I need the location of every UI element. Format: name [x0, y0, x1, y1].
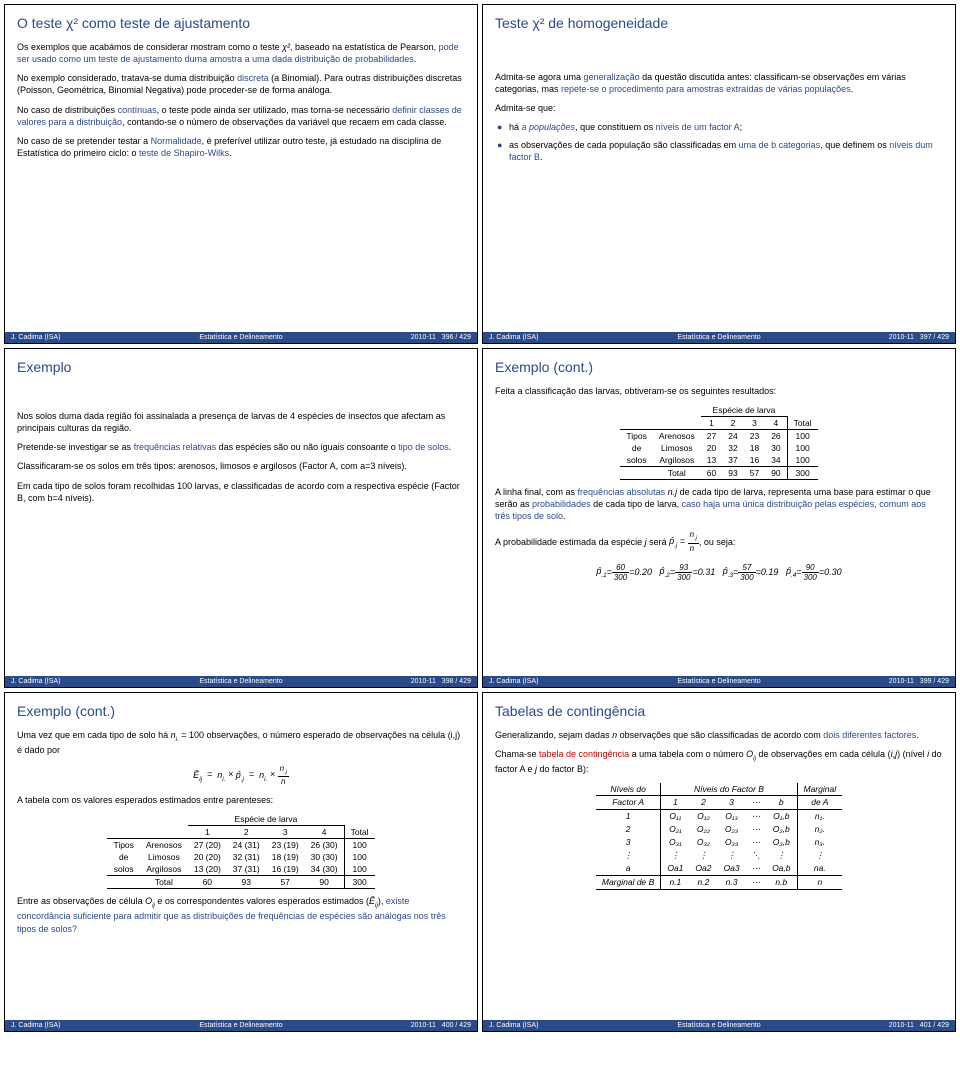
bullet-list: há a populações, que constituem os nívei…	[495, 121, 943, 162]
slide-401: Tabelas de contingência Generalizando, s…	[482, 692, 956, 1032]
data-table: Espécie de larva 1234Total TiposArenosos…	[620, 404, 817, 480]
title: O teste χ² como teste de ajustamento	[17, 15, 465, 31]
title: Exemplo (cont.)	[17, 703, 465, 719]
para: Pretende-se investigar se as frequências…	[17, 441, 465, 453]
title: Exemplo (cont.)	[495, 359, 943, 375]
equation: Êij = ni. × p̂.j = ni. × n.jn	[17, 764, 465, 786]
para: A probabilidade estimada da espécie j se…	[495, 530, 943, 555]
para: Admita-se agora uma generalização da que…	[495, 71, 943, 95]
para: Admita-se que:	[495, 102, 943, 114]
footer: J. Cadima (ISA) Estatística e Delineamen…	[5, 676, 477, 687]
slide-396: O teste χ² como teste de ajustamento Os …	[4, 4, 478, 344]
para: Em cada tipo de solos foram recolhidas 1…	[17, 480, 465, 504]
para: Uma vez que em cada tipo de solo há ni. …	[17, 729, 465, 756]
para: No exemplo considerado, tratava-se duma …	[17, 72, 465, 96]
para: Classificaram-se os solos em três tipos:…	[17, 460, 465, 472]
para: Nos solos duma dada região foi assinalad…	[17, 410, 465, 434]
para: A linha final, com as frequências absolu…	[495, 486, 943, 522]
equation: p̂.1=60300=0.20 p̂.2=93300=0.31 p̂.3=573…	[495, 563, 943, 582]
slide-397: Teste χ² de homogeneidade Admita-se agor…	[482, 4, 956, 344]
footer: J. Cadima (ISA) Estatística e Delineamen…	[5, 1020, 477, 1031]
title: Exemplo	[17, 359, 465, 375]
slide-400: Exemplo (cont.) Uma vez que em cada tipo…	[4, 692, 478, 1032]
title: Teste χ² de homogeneidade	[495, 15, 943, 31]
para: Generalizando, sejam dadas n observações…	[495, 729, 943, 741]
contingency-table: Níveis doNíveis do Factor BMarginal Fact…	[596, 783, 842, 890]
para: A tabela com os valores esperados estima…	[17, 794, 465, 806]
slide-398: Exemplo Nos solos duma dada região foi a…	[4, 348, 478, 688]
slide-399: Exemplo (cont.) Feita a classificação da…	[482, 348, 956, 688]
para: No caso de distribuições contínuas, o te…	[17, 104, 465, 128]
para: Os exemplos que acabámos de considerar m…	[17, 41, 465, 65]
bullet: as observações de cada população são cla…	[495, 139, 943, 163]
title: Tabelas de contingência	[495, 703, 943, 719]
para: Entre as observações de célula Oij e os …	[17, 895, 465, 935]
para: Feita a classificação das larvas, obtive…	[495, 385, 943, 397]
footer: J. Cadima (ISA) Estatística e Delineamen…	[5, 332, 477, 343]
footer: J. Cadima (ISA) Estatística e Delineamen…	[483, 332, 955, 343]
para: Chama-se tabela de contingência a uma ta…	[495, 748, 943, 775]
bullet: há a populações, que constituem os nívei…	[495, 121, 943, 133]
footer: J. Cadima (ISA) Estatística e Delineamen…	[483, 676, 955, 687]
footer: J. Cadima (ISA) Estatística e Delineamen…	[483, 1020, 955, 1031]
data-table: Espécie de larva 1234Total TiposArenosos…	[107, 813, 374, 889]
para: No caso de se pretender testar a Normali…	[17, 135, 465, 159]
